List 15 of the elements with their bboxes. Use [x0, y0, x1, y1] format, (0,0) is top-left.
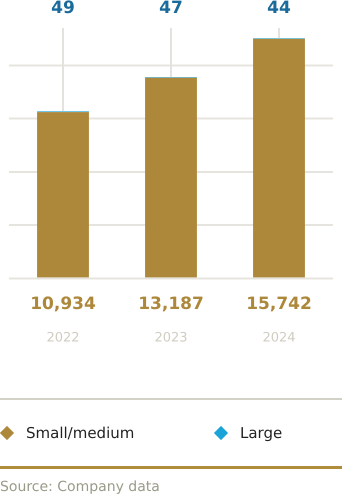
x-tick-label: 2023	[154, 330, 188, 346]
data-label: 44	[267, 0, 291, 18]
legend-label: Large	[240, 424, 282, 442]
data-label: 47	[159, 0, 183, 18]
bar	[145, 78, 197, 278]
legend-label: Small/medium	[26, 424, 134, 442]
bar	[253, 38, 305, 278]
data-label: 49	[51, 0, 75, 18]
x-tick-label: 2024	[262, 330, 296, 346]
data-label: 15,742	[246, 294, 312, 314]
x-tick-label: 2022	[46, 330, 80, 346]
source-note: Source: Company data	[0, 479, 161, 495]
data-label: 13,187	[138, 294, 204, 314]
bar	[37, 112, 89, 278]
data-label: 10,934	[30, 294, 96, 314]
